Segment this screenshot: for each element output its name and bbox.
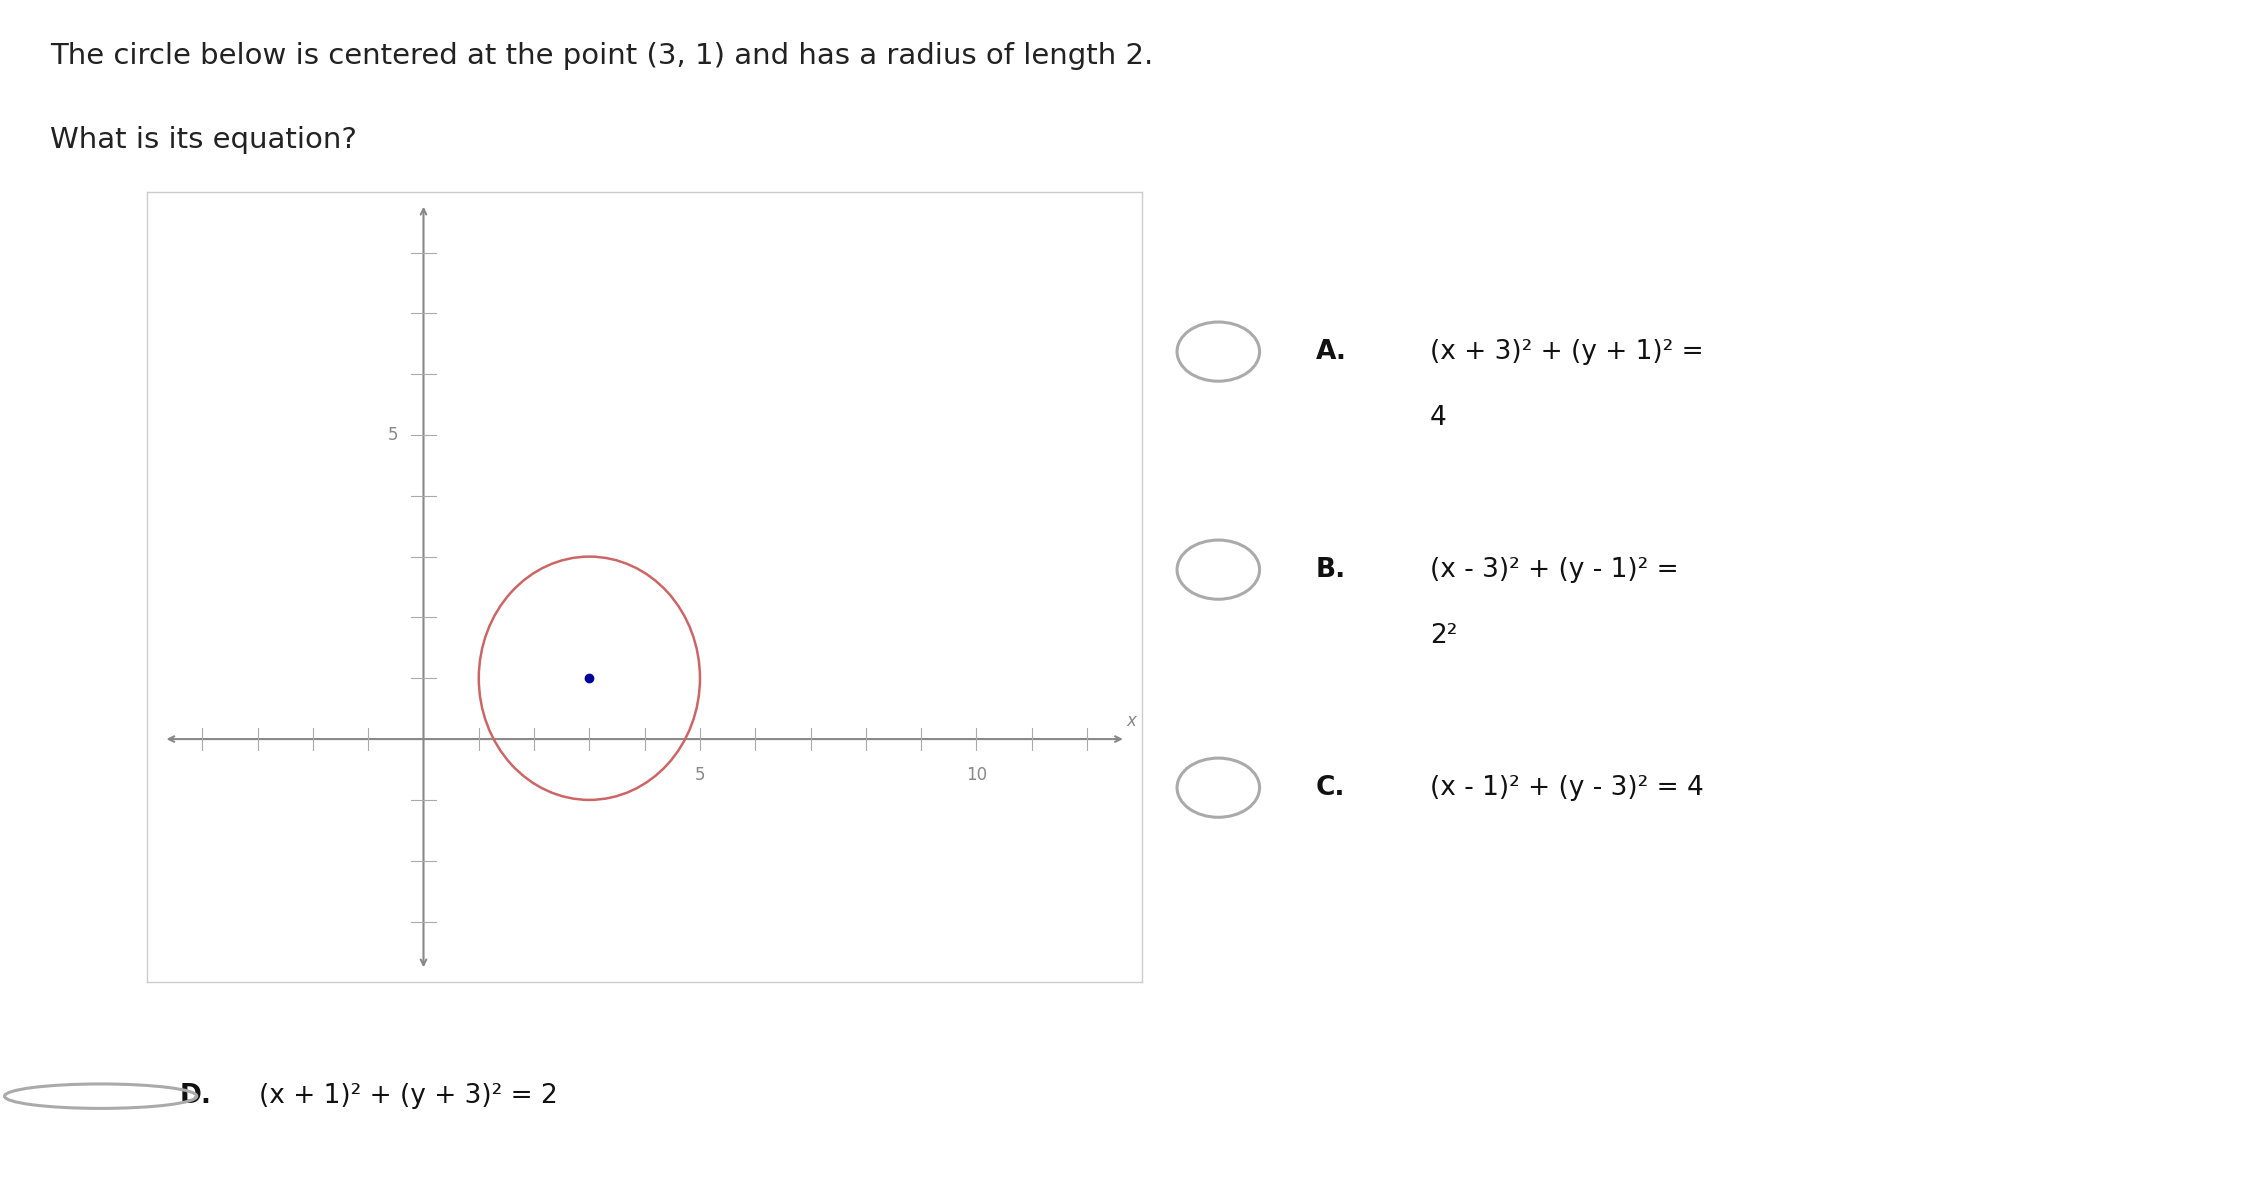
Text: B.: B. — [1316, 557, 1346, 582]
Text: (x + 1)² + (y + 3)² = 2: (x + 1)² + (y + 3)² = 2 — [258, 1083, 559, 1109]
Text: 5: 5 — [694, 767, 706, 785]
Text: 2²: 2² — [1430, 623, 1457, 649]
Text: 5: 5 — [389, 426, 398, 444]
Text: x: x — [1126, 712, 1138, 730]
Text: 4: 4 — [1430, 405, 1448, 431]
Text: A.: A. — [1316, 339, 1348, 364]
Text: 10: 10 — [966, 767, 986, 785]
Text: The circle below is centered at the point (3, 1) and has a radius of length 2.: The circle below is centered at the poin… — [50, 42, 1154, 69]
Text: D.: D. — [181, 1083, 213, 1109]
Text: (x + 3)² + (y + 1)² =: (x + 3)² + (y + 1)² = — [1430, 339, 1703, 364]
Text: (x - 1)² + (y - 3)² = 4: (x - 1)² + (y - 3)² = 4 — [1430, 775, 1703, 800]
Text: What is its equation?: What is its equation? — [50, 126, 357, 153]
Text: (x - 3)² + (y - 1)² =: (x - 3)² + (y - 1)² = — [1430, 557, 1678, 582]
Text: C.: C. — [1316, 775, 1346, 800]
